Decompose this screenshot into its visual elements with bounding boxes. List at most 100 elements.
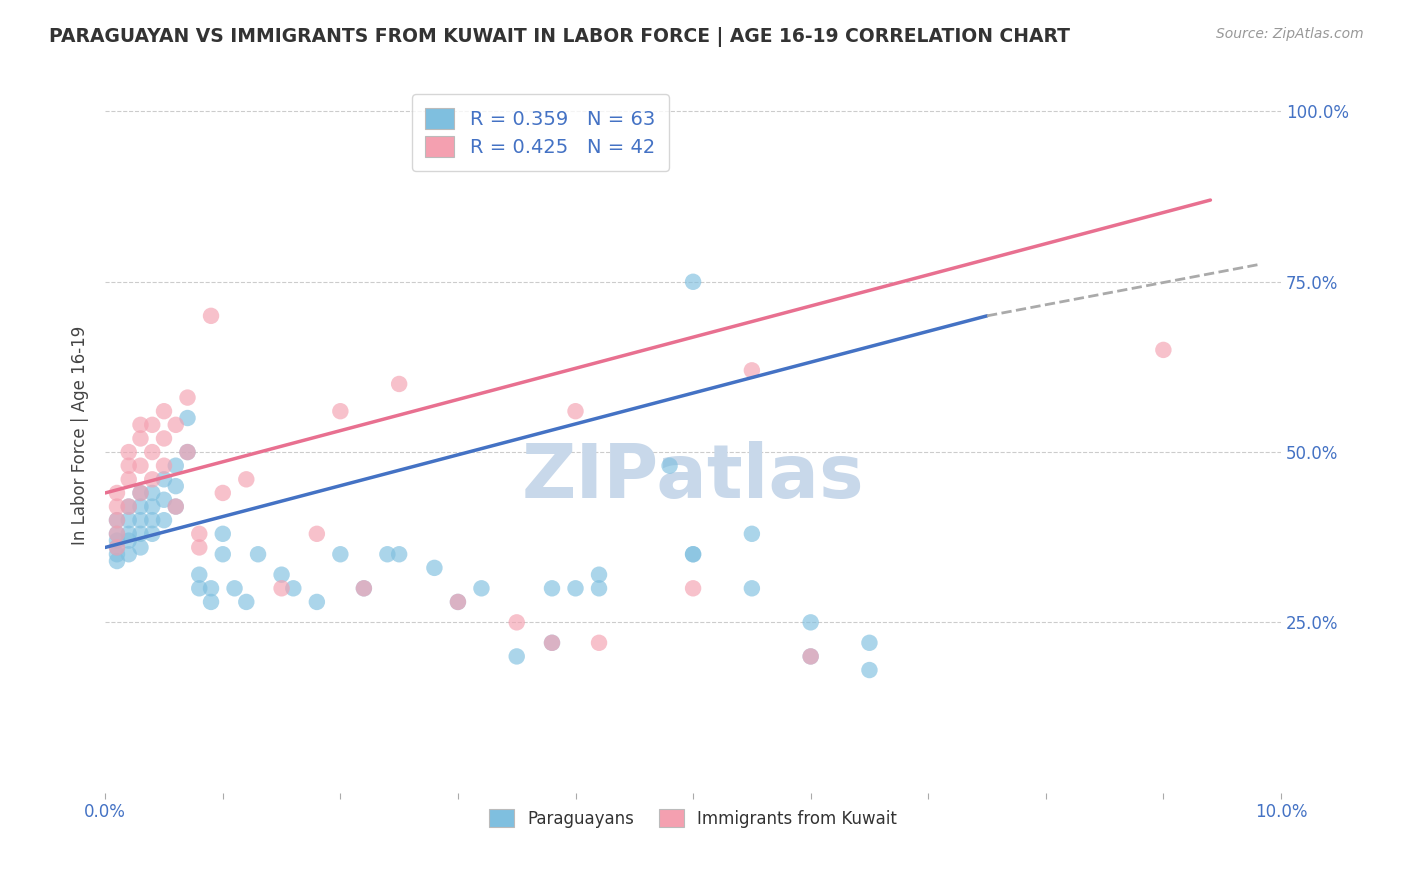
Point <box>118 500 141 514</box>
Point <box>118 472 141 486</box>
Point <box>283 582 305 596</box>
Point <box>447 595 470 609</box>
Point <box>153 432 176 446</box>
Point <box>165 479 187 493</box>
Point <box>564 404 586 418</box>
Point <box>105 526 128 541</box>
Point <box>129 486 152 500</box>
Point <box>105 554 128 568</box>
Point <box>105 541 128 555</box>
Point <box>105 526 128 541</box>
Point <box>188 526 211 541</box>
Point <box>165 417 187 432</box>
Point <box>105 533 128 548</box>
Point <box>105 513 128 527</box>
Point <box>800 615 823 630</box>
Point <box>141 472 163 486</box>
Point <box>118 533 141 548</box>
Text: PARAGUAYAN VS IMMIGRANTS FROM KUWAIT IN LABOR FORCE | AGE 16-19 CORRELATION CHAR: PARAGUAYAN VS IMMIGRANTS FROM KUWAIT IN … <box>49 27 1070 46</box>
Point <box>118 513 141 527</box>
Point <box>1152 343 1174 357</box>
Point <box>105 541 128 555</box>
Point <box>165 458 187 473</box>
Point <box>153 492 176 507</box>
Point <box>682 547 704 561</box>
Point <box>682 275 704 289</box>
Point <box>506 649 529 664</box>
Point <box>118 458 141 473</box>
Point <box>741 526 763 541</box>
Point <box>211 486 233 500</box>
Point <box>176 445 198 459</box>
Point <box>188 567 211 582</box>
Point <box>329 404 352 418</box>
Point <box>541 582 564 596</box>
Point <box>176 391 198 405</box>
Point <box>305 595 328 609</box>
Point <box>200 595 222 609</box>
Point <box>305 526 328 541</box>
Point <box>200 582 222 596</box>
Point <box>118 445 141 459</box>
Point <box>541 636 564 650</box>
Point <box>141 513 163 527</box>
Point <box>211 547 233 561</box>
Point <box>153 458 176 473</box>
Point <box>129 458 152 473</box>
Point <box>141 445 163 459</box>
Point <box>153 472 176 486</box>
Point <box>105 513 128 527</box>
Point <box>388 376 411 391</box>
Point <box>235 472 257 486</box>
Point <box>141 500 163 514</box>
Point <box>329 547 352 561</box>
Point <box>129 526 152 541</box>
Point <box>129 486 152 500</box>
Point <box>858 663 880 677</box>
Point <box>129 513 152 527</box>
Point <box>129 417 152 432</box>
Point <box>118 547 141 561</box>
Point <box>188 582 211 596</box>
Point <box>176 445 198 459</box>
Point <box>247 547 270 561</box>
Point <box>141 417 163 432</box>
Point <box>141 526 163 541</box>
Point <box>129 541 152 555</box>
Y-axis label: In Labor Force | Age 16-19: In Labor Force | Age 16-19 <box>72 326 89 545</box>
Point <box>447 595 470 609</box>
Point <box>564 582 586 596</box>
Point <box>270 567 292 582</box>
Text: Source: ZipAtlas.com: Source: ZipAtlas.com <box>1216 27 1364 41</box>
Point <box>105 547 128 561</box>
Point <box>270 582 292 596</box>
Point <box>129 500 152 514</box>
Point <box>388 547 411 561</box>
Point <box>423 561 446 575</box>
Point <box>153 404 176 418</box>
Point <box>588 636 610 650</box>
Point <box>470 582 492 596</box>
Point <box>682 547 704 561</box>
Point <box>224 582 246 596</box>
Point <box>118 500 141 514</box>
Point <box>588 582 610 596</box>
Text: ZIPatlas: ZIPatlas <box>522 442 865 515</box>
Point <box>200 309 222 323</box>
Point <box>118 526 141 541</box>
Point <box>105 500 128 514</box>
Point <box>129 432 152 446</box>
Point <box>165 500 187 514</box>
Point <box>682 582 704 596</box>
Point <box>235 595 257 609</box>
Point <box>800 649 823 664</box>
Point <box>541 636 564 650</box>
Point <box>141 486 163 500</box>
Point <box>658 458 681 473</box>
Point <box>188 541 211 555</box>
Point <box>211 526 233 541</box>
Point <box>153 513 176 527</box>
Point <box>105 486 128 500</box>
Point <box>353 582 375 596</box>
Point <box>858 636 880 650</box>
